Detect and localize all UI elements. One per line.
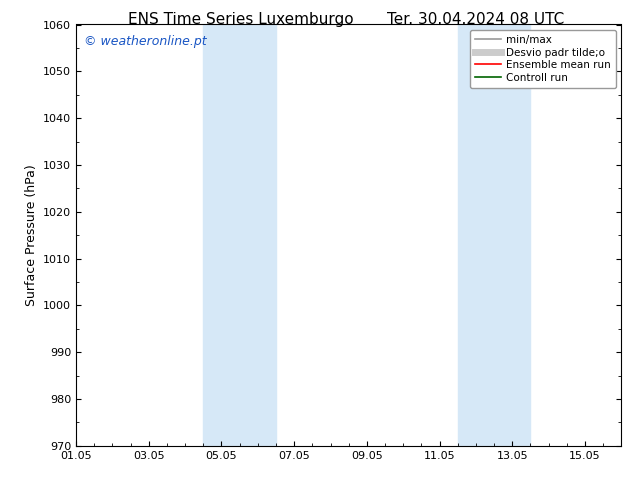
- Text: ENS Time Series Luxemburgo: ENS Time Series Luxemburgo: [128, 12, 354, 27]
- Bar: [204, 24, 276, 446]
- Y-axis label: Surface Pressure (hPa): Surface Pressure (hPa): [25, 164, 37, 306]
- Text: © weatheronline.pt: © weatheronline.pt: [84, 35, 207, 48]
- Text: Ter. 30.04.2024 08 UTC: Ter. 30.04.2024 08 UTC: [387, 12, 564, 27]
- Bar: [458, 24, 531, 446]
- Legend: min/max, Desvio padr tilde;o, Ensemble mean run, Controll run: min/max, Desvio padr tilde;o, Ensemble m…: [470, 30, 616, 88]
